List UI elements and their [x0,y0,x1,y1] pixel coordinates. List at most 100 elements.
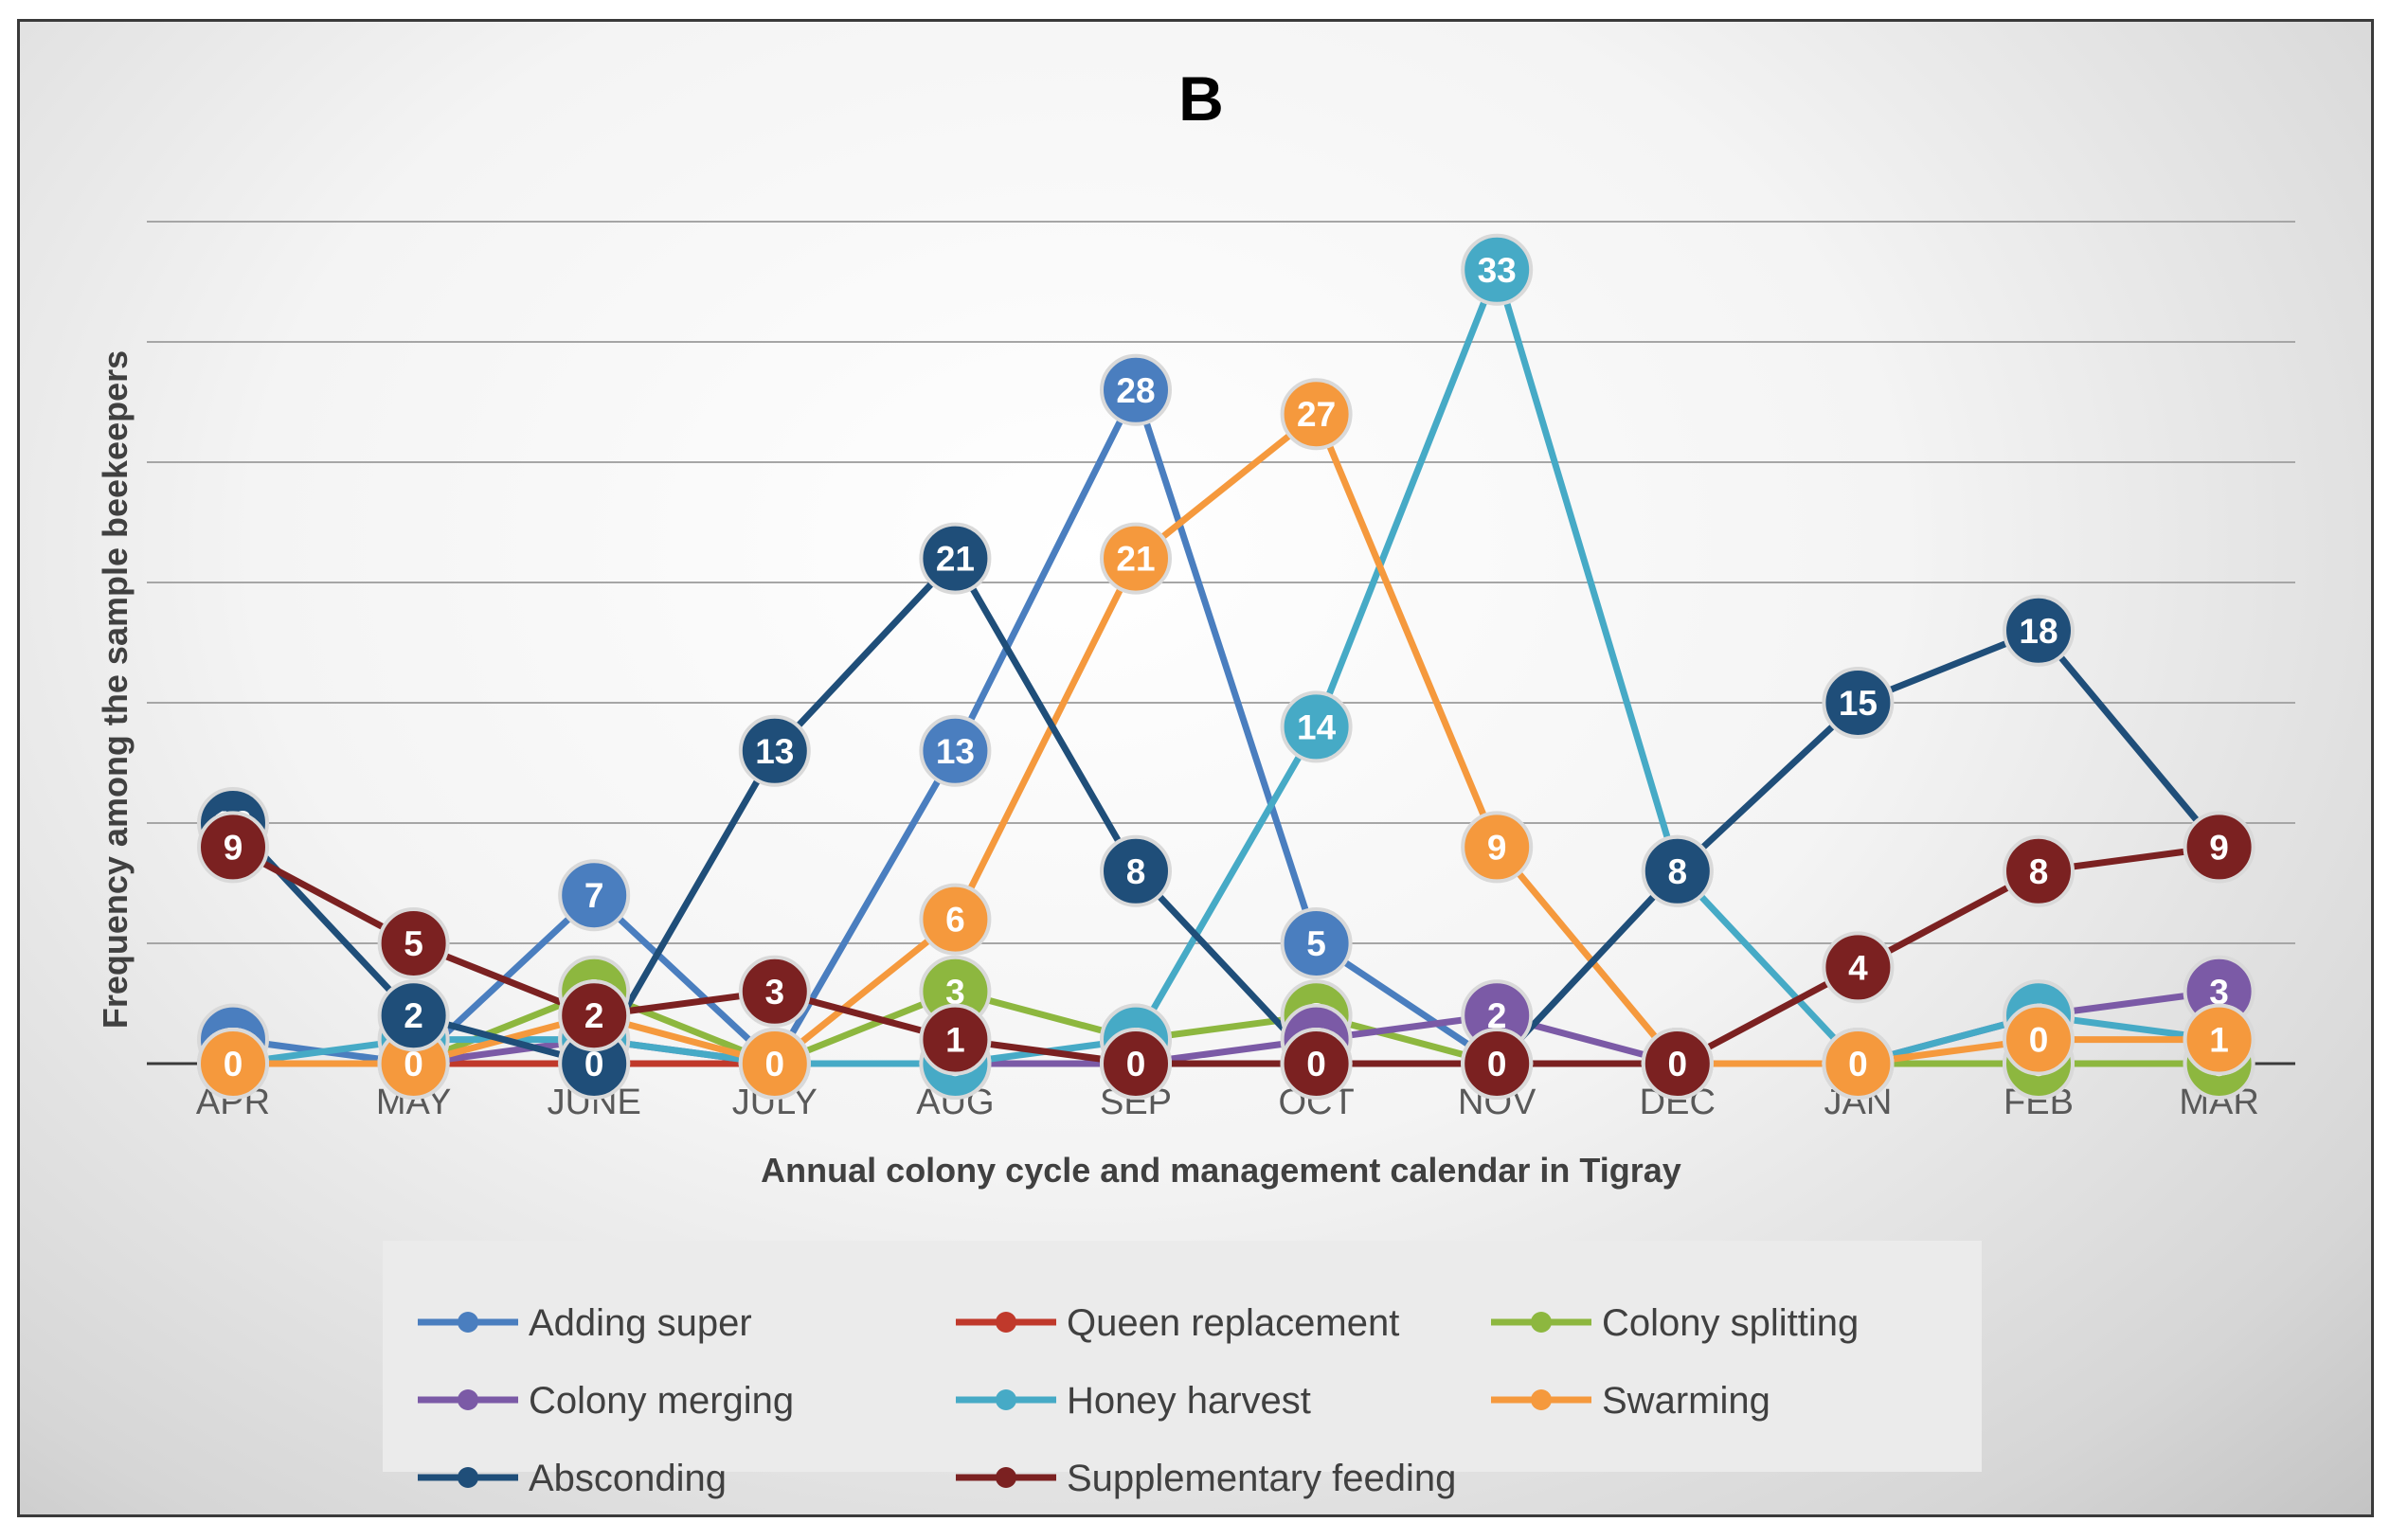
data-point [738,1028,811,1100]
data-label: 3 [945,973,965,1012]
data-label: 33 [1478,251,1517,290]
data-point [919,714,992,787]
line-chart: B APR MAY JUNE JULY AUG SEP OCT NOV DEC JAN FEB MAR… [96,63,2295,1499]
legend-label: Colony splitting [1602,1302,1859,1344]
data-point [1100,1028,1172,1100]
legend-box [383,1241,1982,1472]
legend-marker [458,1467,478,1488]
data-label: 13 [755,732,794,771]
chart-frame: B APR MAY JUNE JULY AUG SEP OCT NOV DEC JAN FEB MAR… [17,19,2374,1517]
data-point [197,811,269,884]
data-point [1641,834,1714,907]
legend-label: Supplementary feeding [1067,1458,1456,1499]
legend-marker [996,1389,1016,1410]
data-point [1822,1028,1895,1100]
data-label: 3 [2209,973,2229,1012]
data-label: 21 [936,540,975,579]
data-label: 9 [2209,828,2229,867]
chart-title: B [1178,63,1224,134]
data-label: 8 [1126,852,1146,891]
data-label: 18 [2019,612,2058,651]
data-point [2003,1003,2075,1076]
data-point [1280,907,1353,979]
data-label: 0 [1487,1045,1507,1083]
legend-label: Swarming [1602,1380,1770,1422]
data-point [1280,1028,1353,1100]
data-label: 14 [1297,707,1337,746]
legend-marker [1531,1389,1552,1410]
legend-marker [458,1312,478,1333]
data-point [1100,522,1172,595]
data-label: 15 [1839,684,1878,723]
data-point [919,883,992,956]
data-point [738,714,811,787]
data-label: 3 [765,973,785,1012]
data-label: 0 [2029,1021,2049,1060]
data-label: 0 [1848,1045,1868,1083]
data-label: 8 [1668,852,1688,891]
data-label: 1 [2209,1021,2229,1060]
data-label: 0 [1668,1045,1688,1083]
data-label: 27 [1297,395,1336,434]
data-label: 2 [1487,996,1507,1035]
data-point [919,1003,992,1076]
data-label: 0 [1306,1045,1326,1083]
data-label: 13 [936,732,975,771]
data-label: 0 [584,1045,604,1083]
legend-label: Colony merging [529,1380,794,1422]
x-axis-title: Annual colony cycle and management calen… [761,1151,1681,1190]
legend-marker [458,1389,478,1410]
legend-marker [996,1312,1016,1333]
data-point [2183,1003,2255,1076]
data-label: 0 [1126,1045,1146,1083]
data-label: 5 [404,924,423,963]
data-point [377,979,450,1052]
gridlines [147,221,2295,944]
data-label: 5 [1306,924,1326,963]
data-label: 9 [224,828,243,867]
data-label: 6 [945,901,965,940]
data-label: 0 [765,1045,785,1083]
data-point [1100,353,1172,426]
data-label: 2 [404,996,423,1035]
data-point [919,522,992,595]
data-label: 1 [945,1021,965,1060]
data-point [1100,834,1172,907]
data-point [1822,931,1895,1004]
legend-marker [1531,1312,1552,1333]
data-label: 8 [2029,852,2049,891]
data-label: 4 [1848,948,1868,987]
legend: Adding super Queen replacement Colony spli… [418,1302,1859,1499]
data-label: 28 [1116,371,1155,410]
data-point [2003,594,2075,667]
series-lines [230,266,2222,1067]
data-point [1461,811,1534,884]
legend-label: Absconding [529,1458,727,1499]
data-label: 9 [1487,828,1507,867]
data-point [558,859,631,932]
series-markers: 1070132850000000000000000000303120000000… [197,233,2255,1100]
data-point [1280,378,1353,451]
data-point [197,1028,269,1100]
legend-label: Adding super [529,1302,752,1344]
data-point [377,907,450,979]
data-point [738,955,811,1028]
data-label: 0 [224,1045,243,1083]
data-label: 7 [584,876,604,915]
legend-label: Honey harvest [1067,1380,1311,1422]
data-point [2003,834,2075,907]
data-point [1822,667,1895,739]
data-point [2183,811,2255,884]
x-tick-labels: APR MAY JUNE JULY AUG SEP OCT NOV DEC JAN FEB MAR [196,1083,2259,1122]
legend-label: Queen replacement [1067,1302,1399,1344]
y-axis-title: Frequency among the sample beekeepers [96,350,135,1029]
data-label: 21 [1116,540,1155,579]
data-label: 0 [404,1045,423,1083]
data-point [558,979,631,1052]
data-label: 2 [584,996,604,1035]
data-point [1461,1028,1534,1100]
data-point [1641,1028,1714,1100]
data-point [1280,690,1353,763]
data-point [1461,233,1534,306]
legend-marker [996,1467,1016,1488]
